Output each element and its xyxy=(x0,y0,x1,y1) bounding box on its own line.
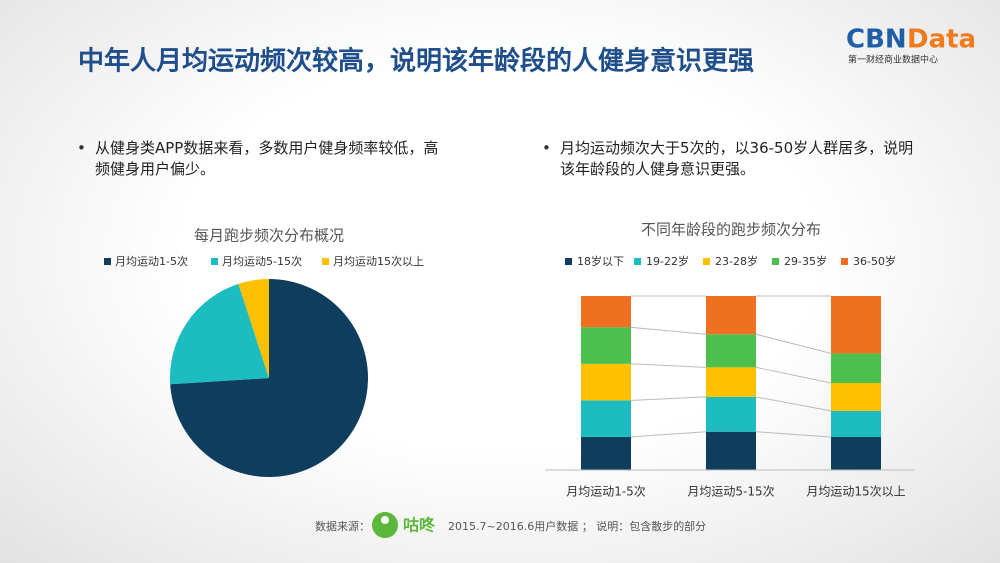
legend-swatch xyxy=(211,258,218,265)
logo-data: Data xyxy=(907,25,976,55)
pie-slice xyxy=(170,279,368,477)
bar-segment xyxy=(581,363,631,401)
bar-segment xyxy=(706,431,756,470)
bar-segment xyxy=(581,400,631,437)
legend-label: 月均运动15次以上 xyxy=(333,254,424,268)
bar-segment xyxy=(706,367,756,397)
connector xyxy=(755,366,832,384)
logo-cbn: CBN xyxy=(846,25,907,55)
bar-segment xyxy=(831,353,881,383)
x-tick-label: 月均运动1-5次 xyxy=(566,485,646,499)
brand-icon-dot xyxy=(381,516,389,524)
legend-label: 18岁以下 xyxy=(577,254,624,268)
legend-label: 23-28岁 xyxy=(715,254,758,268)
bullet: 月均运动频次大于5次的，以36-50岁人群居多，说明该年龄段的人健身意识更强。 xyxy=(542,138,920,180)
x-tick-label: 月均运动5-15次 xyxy=(687,485,774,499)
legend-label: 19-22岁 xyxy=(646,254,689,268)
bar-segment xyxy=(706,296,756,335)
bar-segment xyxy=(831,410,881,437)
logo-sub: 第一财经商业数据中心 xyxy=(848,54,938,66)
bar-segment xyxy=(831,383,881,411)
bar-segment xyxy=(581,327,631,364)
bullet: 从健身类APP数据来看，多数用户健身频率较低，高频健身用户偏少。 xyxy=(77,138,440,180)
source-label: 数据来源： xyxy=(315,519,370,533)
legend-label: 月均运动1-5次 xyxy=(115,254,188,268)
x-tick-label: 月均运动15次以上 xyxy=(806,485,905,499)
brand: 咕咚 xyxy=(403,516,436,535)
legend-swatch xyxy=(772,258,779,265)
bar-segment xyxy=(581,296,631,328)
chart-title: 每月跑步频次分布概况 xyxy=(194,227,344,245)
connector xyxy=(755,396,832,412)
connector xyxy=(755,333,832,354)
slide-title: 中年人月均运动频次较高，说明该年龄段的人健身意识更强 xyxy=(78,46,754,77)
legend-swatch xyxy=(841,258,848,265)
bar-segment xyxy=(706,334,756,368)
connector xyxy=(630,326,707,335)
bar-segment xyxy=(706,396,756,432)
legend-label: 29-35岁 xyxy=(784,254,827,268)
legend-swatch xyxy=(703,258,710,265)
bar-segment xyxy=(831,296,881,354)
pie-slice xyxy=(170,283,269,385)
legend-label: 月均运动5-15次 xyxy=(222,254,302,268)
legend-label: 36-50岁 xyxy=(853,254,896,268)
legend-swatch xyxy=(322,258,329,265)
legend-swatch xyxy=(104,258,111,265)
chart-title: 不同年龄段的跑步频次分布 xyxy=(641,221,821,239)
connector xyxy=(630,363,707,368)
connector xyxy=(755,431,832,438)
legend-swatch xyxy=(634,258,641,265)
connector xyxy=(630,396,707,401)
legend-swatch xyxy=(565,258,572,265)
brand-icon xyxy=(372,512,398,538)
footer-note: 2015.7~2016.6用户数据 ； 说明：包含散步的部分 xyxy=(448,519,706,533)
bar-segment xyxy=(831,436,881,470)
pie-slice xyxy=(238,279,269,378)
bar-segment xyxy=(581,436,631,470)
connector xyxy=(630,431,707,438)
